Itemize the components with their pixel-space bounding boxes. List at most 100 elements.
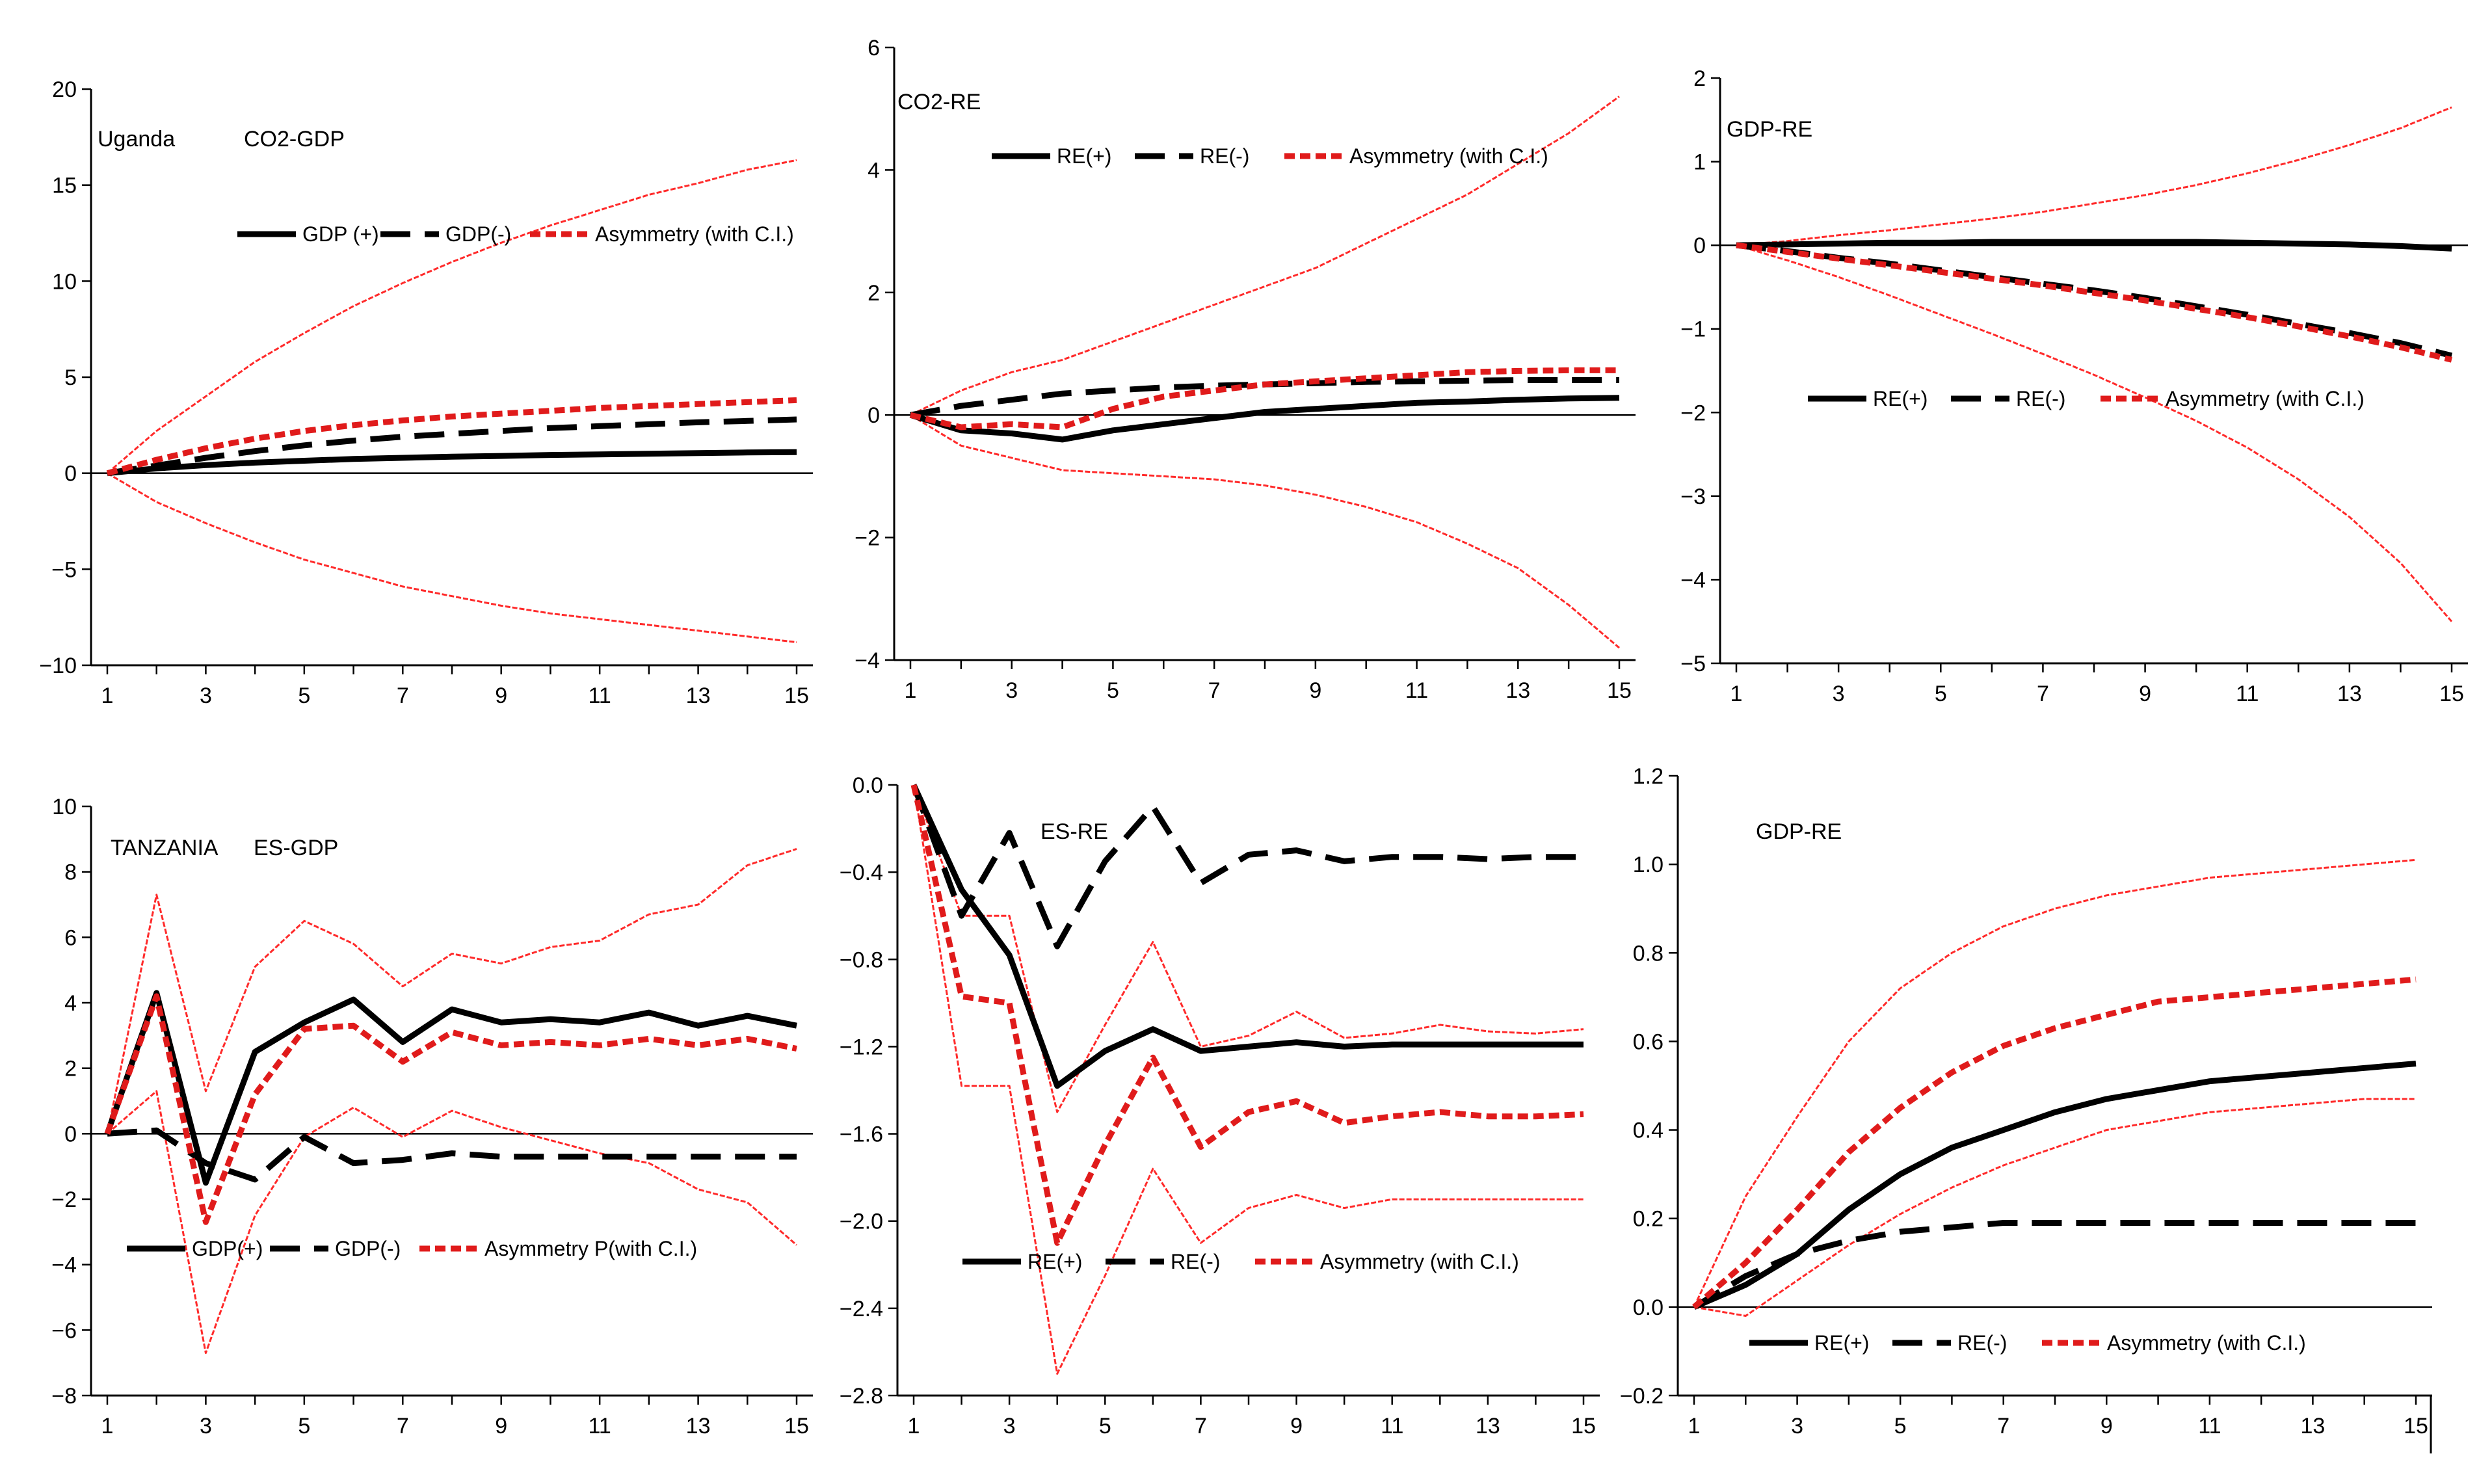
y-tick-label: −2 — [1680, 401, 1706, 425]
x-tick-label: 9 — [1309, 678, 1321, 703]
series-line-gdp- — [107, 416, 797, 477]
y-tick-label: −2.8 — [840, 1384, 883, 1409]
legend-label: RE(+) — [1057, 144, 1111, 168]
series-line-lower-c-i- — [1693, 1098, 2416, 1317]
x-tick-label: 15 — [1571, 1414, 1596, 1438]
series-line-re- — [1736, 239, 2452, 252]
series-line-re- — [1693, 1061, 2417, 1310]
x-tick-label: 11 — [1405, 678, 1428, 703]
y-tick-label: −3 — [1680, 484, 1706, 509]
y-tick-label: −4 — [51, 1253, 77, 1278]
panel-gdp-re-bottom: −0.20.00.20.40.60.81.01.21 3 5 7 9 11 13 15GDP-… — [1620, 764, 2432, 1453]
x-tick-label: 15 — [784, 1414, 809, 1438]
x-tick-label: 3 — [200, 1414, 212, 1438]
x-tick-label: 5 — [1935, 682, 1947, 706]
panel-annotation: GDP-RE — [1756, 819, 1842, 844]
y-tick-label: 6 — [868, 36, 880, 60]
y-tick-label: −10 — [39, 654, 77, 678]
y-tick-label: −2 — [51, 1187, 77, 1212]
y-tick-label: −0.2 — [1620, 1384, 1664, 1409]
y-tick-label: 0.0 — [1633, 1295, 1664, 1320]
y-tick-label: 0 — [1693, 233, 1706, 258]
y-tick-label: 4 — [868, 158, 880, 183]
x-tick-label: 7 — [397, 1414, 409, 1438]
x-tick-label: 13 — [1476, 1414, 1500, 1438]
legend-label: RE(-) — [1957, 1331, 2007, 1355]
y-tick-label: 8 — [64, 860, 77, 885]
legend-label: Asymmetry (with C.I.) — [1320, 1250, 1519, 1273]
x-tick-label: 13 — [2337, 682, 2362, 706]
x-tick-label: 1 — [908, 1414, 920, 1438]
y-tick-label: −4 — [1680, 568, 1706, 592]
series-line-upper-c-i- — [1736, 106, 2452, 246]
y-tick-label: 0 — [868, 403, 880, 428]
y-tick-label: 4 — [64, 991, 77, 1016]
y-tick-label: −2 — [855, 526, 880, 551]
x-tick-label: 1 — [101, 1414, 114, 1438]
y-tick-label: −5 — [51, 557, 77, 582]
x-tick-label: 11 — [588, 683, 611, 708]
y-tick-label: 6 — [64, 925, 77, 950]
x-tick-label: 11 — [2236, 682, 2259, 706]
legend-label: RE(+) — [1873, 387, 1928, 410]
x-tick-label: 3 — [1003, 1414, 1016, 1438]
y-tick-label: −0.4 — [840, 860, 883, 885]
y-tick-label: 0 — [64, 462, 77, 486]
x-tick-label: 9 — [2101, 1414, 2113, 1438]
y-tick-label: −1 — [1680, 317, 1706, 342]
y-tick-label: 1.2 — [1633, 764, 1664, 789]
legend-label: Asymmetry (with C.I.) — [595, 222, 794, 246]
y-tick-label: 5 — [64, 365, 77, 390]
series-line-re- — [1736, 242, 2453, 359]
series-line-asymmetry-with-c-i- — [106, 397, 797, 477]
y-tick-label: 10 — [52, 269, 77, 294]
x-tick-label: 3 — [1833, 682, 1845, 706]
x-tick-label: 15 — [2439, 682, 2464, 706]
series-line-re- — [910, 784, 1584, 1089]
y-tick-label: 0.6 — [1633, 1029, 1664, 1054]
series-line-re- — [910, 784, 1584, 949]
x-tick-label: 11 — [1381, 1414, 1403, 1438]
panel-annotation: CO2-RE — [897, 90, 981, 114]
y-tick-label: −6 — [51, 1318, 77, 1343]
x-tick-label: 7 — [1195, 1414, 1207, 1438]
panel-annotation: TANZANIA — [111, 836, 219, 860]
legend-label: Asymmetry P(with C.I.) — [484, 1237, 697, 1260]
y-tick-label: 0.2 — [1633, 1207, 1664, 1232]
series-line-upper-c-i- — [107, 159, 797, 474]
x-tick-label: 9 — [1290, 1414, 1303, 1438]
y-tick-label: 2 — [64, 1057, 77, 1081]
x-tick-label: 5 — [298, 1414, 310, 1438]
legend-label: GDP (+) — [302, 222, 379, 246]
y-tick-label: 0.4 — [1633, 1119, 1664, 1143]
x-tick-label: 9 — [495, 683, 507, 708]
series-line-asymmetry-p-with-c-i- — [104, 993, 797, 1225]
x-tick-label: 1 — [905, 678, 917, 703]
y-tick-label: −0.8 — [840, 947, 883, 972]
x-tick-label: 3 — [1791, 1414, 1803, 1438]
x-tick-label: 5 — [1894, 1414, 1907, 1438]
y-tick-label: 15 — [52, 174, 77, 198]
series-line-asymmetry-with-c-i- — [1692, 976, 2417, 1310]
y-tick-label: −1.2 — [840, 1035, 883, 1059]
x-tick-label: 3 — [1005, 678, 1018, 703]
panel-annotation: GDP-RE — [1727, 117, 1812, 142]
series-line-asymmetry-with-c-i- — [910, 784, 1584, 1246]
y-tick-label: −5 — [1680, 652, 1706, 676]
series-line-gdp- — [107, 449, 797, 477]
series-line-lower-c-i- — [910, 414, 1620, 649]
series-line-upper-c-i- — [912, 784, 1584, 1113]
x-tick-label: 3 — [200, 683, 212, 708]
y-tick-label: 20 — [52, 77, 77, 102]
legend-label: Asymmetry (with C.I.) — [1349, 144, 1548, 168]
series-line-re- — [909, 395, 1620, 443]
y-tick-label: 10 — [52, 795, 77, 819]
x-tick-label: 9 — [495, 1414, 507, 1438]
series-line-upper-c-i- — [1693, 858, 2417, 1308]
x-tick-label: 5 — [298, 683, 310, 708]
series-line-upper-c-i- — [910, 96, 1620, 416]
legend-label: Asymmetry (with C.I.) — [2107, 1331, 2306, 1355]
y-tick-label: −4 — [855, 648, 880, 673]
